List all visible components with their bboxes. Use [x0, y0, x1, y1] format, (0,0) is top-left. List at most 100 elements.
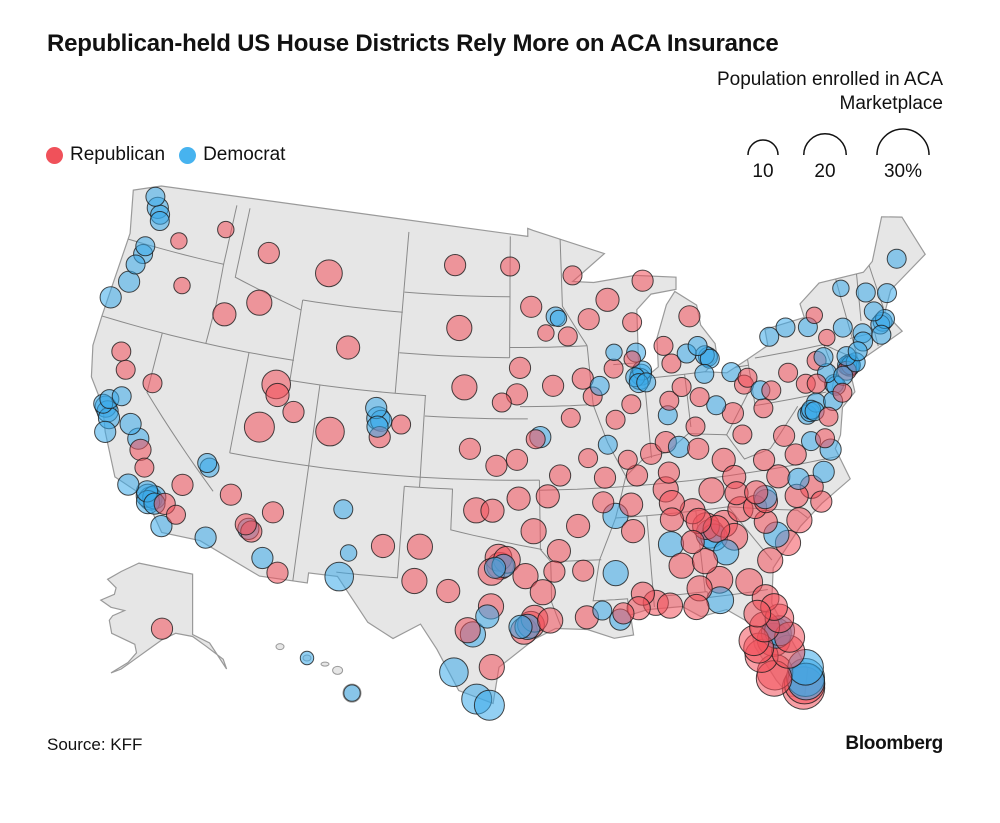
district-bubbles: [93, 186, 907, 721]
democrat-district-bubble: [592, 600, 613, 621]
republican-district-bubble: [557, 326, 578, 347]
republican-district-bubble: [266, 561, 289, 584]
republican-district-bubble: [619, 492, 644, 517]
republican-district-bubble: [668, 552, 695, 579]
republican-district-bubble: [505, 448, 529, 471]
republican-district-bubble: [621, 394, 642, 415]
size-legend-arc: [747, 139, 779, 156]
democrat-district-bubble: [145, 186, 166, 207]
democrat-district-bubble: [855, 282, 876, 303]
republican-district-bubble: [732, 424, 753, 445]
republican-district-bubble: [737, 367, 758, 388]
republican-district-bubble: [451, 374, 478, 401]
republican-district-bubble: [142, 373, 163, 394]
republican-district-bubble: [282, 400, 305, 424]
republican-district-bubble: [659, 507, 685, 532]
republican-district-bubble: [653, 335, 674, 356]
republican-district-bubble: [537, 607, 564, 634]
republican-district-bubble: [520, 518, 547, 545]
democrat-district-bubble: [475, 604, 500, 629]
republican-district-bubble: [631, 269, 654, 292]
republican-district-bubble: [336, 335, 361, 360]
republican-district-bubble: [234, 513, 257, 536]
republican-district-bubble: [625, 464, 649, 487]
democrat-district-bubble: [549, 309, 568, 328]
republican-district-bubble: [535, 484, 560, 509]
democrat-district-bubble: [333, 499, 354, 520]
republican-district-bubble: [549, 464, 572, 487]
democrat-district-bubble: [194, 526, 217, 549]
republican-district-bubble: [810, 490, 833, 513]
republican-district-bubble: [603, 358, 624, 379]
republican-district-bubble: [491, 392, 512, 413]
state-border: [289, 299, 304, 381]
republican-district-bubble: [219, 483, 242, 506]
state-border: [424, 415, 528, 420]
republican-district-bubble: [485, 454, 508, 477]
state-border: [336, 486, 405, 579]
republican-district-bubble: [560, 407, 581, 428]
state-borders: [97, 205, 885, 627]
republican-district-bubble: [315, 416, 345, 447]
state-border: [539, 455, 839, 491]
republican-district-bubble: [805, 306, 823, 324]
democrat-district-bubble: [597, 434, 618, 455]
democrat-district-bubble: [99, 286, 122, 309]
republican-district-bubble: [661, 353, 682, 374]
democrat-district-bubble: [94, 420, 117, 443]
democrat-district-bubble: [150, 515, 173, 538]
republican-district-bubble: [566, 513, 591, 539]
republican-district-bubble: [480, 498, 505, 523]
republican-district-bubble: [444, 254, 467, 277]
republican-district-bubble: [815, 428, 835, 449]
democrat-district-bubble: [667, 435, 691, 458]
republican-district-bubble: [753, 398, 774, 419]
state-border: [121, 236, 225, 344]
republican-district-bubble: [525, 429, 546, 450]
republican-district-bubble: [617, 449, 638, 470]
size-legend-title: Population enrolled in ACA Marketplace: [716, 69, 943, 114]
hawaii-island-shape: [320, 661, 330, 667]
democrat-district-bubble: [324, 561, 355, 592]
size-legend: 10 20 30%: [747, 128, 930, 182]
republican-district-bubble: [546, 539, 572, 564]
republican-district-bubble: [542, 374, 565, 397]
democrat-district-bubble: [119, 412, 142, 436]
republican-district-bubble: [150, 617, 174, 640]
republican-district-bubble: [243, 411, 275, 443]
democrat-district-bubble: [847, 341, 868, 362]
republican-district-bubble: [173, 276, 191, 295]
democrat-district-bubble: [343, 684, 361, 702]
state-border: [509, 345, 588, 348]
democrat-district-bubble: [602, 560, 629, 587]
democrat-district-bubble: [339, 544, 358, 562]
state-border: [292, 384, 321, 582]
state-border: [302, 299, 403, 313]
republican-district-bubble: [458, 437, 481, 460]
size-legend-arc: [803, 133, 847, 156]
republican-district-bubble: [446, 314, 473, 342]
hawaii-island-shape: [332, 665, 344, 675]
state-border: [289, 379, 427, 397]
state-border: [404, 291, 511, 298]
democrat-district-bubble: [694, 363, 715, 384]
chart-title: Republican-held US House Districts Rely …: [47, 30, 779, 57]
republican-district-bubble: [773, 424, 796, 447]
republican-district-bubble: [818, 406, 839, 427]
republican-district-bubble: [391, 414, 412, 435]
democrat-district-bubble: [197, 453, 218, 473]
republican-district-bubble: [478, 654, 505, 681]
republican-district-bubble: [753, 448, 776, 472]
state-border: [419, 395, 426, 488]
state-border: [520, 404, 588, 408]
republican-district-bubble: [265, 382, 290, 408]
republican-district-bubble: [622, 312, 643, 333]
state-border: [146, 332, 214, 492]
republican-district-bubble: [217, 220, 235, 239]
republican-district-bubble: [111, 341, 132, 362]
legend-item-republican: Republican: [46, 144, 165, 166]
republican-district-bubble: [621, 519, 646, 544]
state-border: [559, 235, 588, 346]
republican-district-bubble: [687, 437, 710, 460]
democrat-district-bubble: [886, 248, 907, 269]
